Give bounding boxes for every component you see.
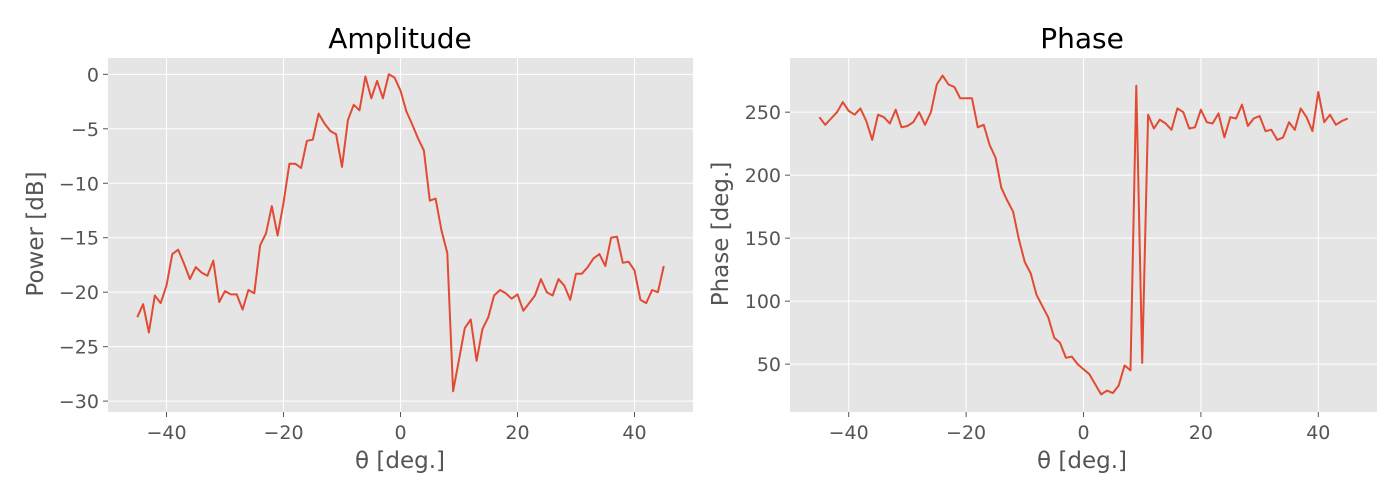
phase-ytick-label: 150 [745, 228, 781, 250]
phase-title: Phase [1040, 22, 1124, 55]
amplitude-xtick-label: 40 [622, 422, 646, 444]
amplitude-panel: Amplitude θ [deg.] Power [dB] −40 −20 0 20 4… [23, 22, 693, 474]
phase-ytick-label: 100 [745, 291, 781, 313]
phase-ytick-label: 50 [757, 354, 781, 376]
amplitude-ylabel: Power [dB] [23, 171, 49, 296]
phase-xtick-label: −20 [946, 422, 986, 444]
amplitude-ytick-label: 0 [87, 64, 99, 86]
phase-xtick-label: 0 [1077, 422, 1089, 444]
amplitude-ytick-label: −5 [71, 119, 99, 141]
amplitude-xtick-label: −40 [146, 422, 186, 444]
amplitude-ytick-label: −10 [59, 173, 99, 195]
phase-xtick-label: −40 [829, 422, 869, 444]
phase-panel: Phase θ [deg.] Phase [deg.] −40 −20 0 20 40 5… [708, 22, 1377, 474]
amplitude-xtick-label: −20 [263, 422, 303, 444]
amplitude-series-line [136, 73, 665, 393]
amplitude-ytick-label: −25 [59, 337, 99, 359]
phase-series-line [818, 74, 1349, 396]
phase-ylabel: Phase [deg.] [708, 162, 734, 307]
phase-xlabel: θ [deg.] [1037, 448, 1127, 474]
amplitude-xtick-label: 20 [505, 422, 529, 444]
amplitude-ytick-label: −20 [59, 282, 99, 304]
amplitude-ytick-label: −15 [59, 228, 99, 250]
amplitude-xlabel: θ [deg.] [355, 448, 445, 474]
amplitude-xtick-label: 0 [394, 422, 406, 444]
phase-ytick-label: 250 [745, 102, 781, 124]
amplitude-ytick-label: −30 [59, 391, 99, 413]
phase-ytick-label: 200 [745, 165, 781, 187]
phase-xtick-label: 40 [1306, 422, 1330, 444]
amplitude-title: Amplitude [328, 22, 472, 55]
phase-xtick-label: 20 [1189, 422, 1213, 444]
